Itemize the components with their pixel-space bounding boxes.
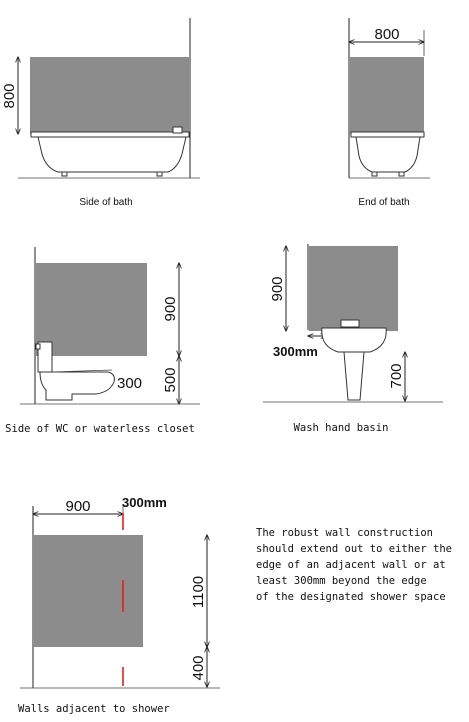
- shower-caption: Walls adjacent to shower: [18, 703, 170, 715]
- bath-side-panel: [30, 57, 189, 134]
- bath-side-diagram: 800 Side of bath: [1, 18, 200, 208]
- shower-note: The robust wall construction should exte…: [256, 527, 452, 603]
- bath-end-tub: [355, 136, 421, 173]
- wc-side-label: 300: [117, 375, 142, 392]
- wc-panel: [36, 263, 147, 356]
- bath-end-foot-left: [371, 171, 378, 177]
- note-line: of the designated shower space: [256, 591, 446, 603]
- basin-caption: Wash hand basin: [294, 422, 389, 434]
- note-line: least 300mm beyond the edge: [256, 575, 427, 587]
- bath-side-foot-left: [61, 171, 68, 177]
- shower-panel: [34, 535, 143, 647]
- note-line: should extend out to either the: [256, 543, 452, 555]
- note-line: edge of an adjacent wall or at: [256, 559, 446, 571]
- bath-end-rim: [350, 131, 425, 138]
- wc-caption: Side of WC or waterless closet: [5, 423, 195, 435]
- bath-end-panel: [350, 57, 424, 134]
- shower-base-label: 400: [190, 655, 207, 680]
- wc-pan: [39, 371, 115, 401]
- bath-side-tap: [172, 126, 183, 134]
- wc-flush-handle: [35, 343, 41, 350]
- bath-side-tub: [37, 136, 187, 173]
- basin-floor-label: 700: [388, 363, 405, 388]
- basin-diagram: 900 300mm 700 Wash hand basin: [263, 244, 443, 434]
- shower-gap-label: 300mm: [122, 495, 167, 510]
- basin-tap: [340, 319, 360, 328]
- note-line: The robust wall construction: [256, 527, 433, 539]
- shower-diagram: 900 300mm 1100 400 Walls adjacent to sho…: [18, 495, 220, 715]
- shower-height-label: 1100: [190, 576, 207, 608]
- shower-width-label: 900: [65, 498, 90, 515]
- bath-side-rim: [30, 131, 190, 138]
- bath-end-caption: End of bath: [358, 197, 409, 208]
- wc-seat-line: [51, 369, 113, 373]
- bath-side-foot-right: [156, 171, 163, 177]
- bath-end-diagram: 800 End of bath: [349, 18, 430, 208]
- wc-diagram: 900 500 300 Side of WC or waterless clos…: [5, 247, 200, 435]
- wc-upper-label: 900: [162, 296, 179, 321]
- basin-bowl: [321, 327, 387, 353]
- basin-panel: [309, 246, 398, 331]
- basin-height-label: 900: [269, 276, 286, 301]
- bath-side-height-label: 800: [1, 83, 18, 108]
- bath-end-foot-right: [398, 171, 405, 177]
- wc-lower-label: 500: [162, 367, 179, 392]
- basin-gap-label: 300mm: [273, 344, 318, 359]
- basin-pedestal: [343, 351, 365, 401]
- bath-end-width-label: 800: [374, 26, 399, 43]
- bath-side-caption: Side of bath: [79, 197, 132, 208]
